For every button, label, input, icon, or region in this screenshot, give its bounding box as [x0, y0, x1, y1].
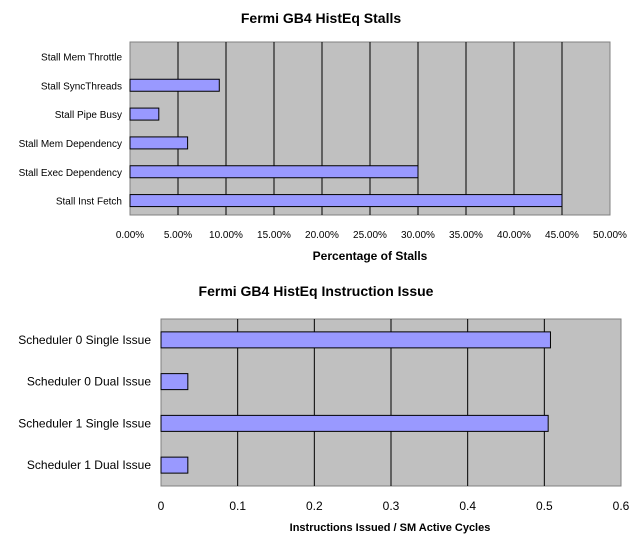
chart-stalls-bars — [129, 78, 563, 208]
category-label: Scheduler 1 Dual Issue — [27, 458, 151, 472]
chart-issue-title: Fermi GB4 HistEq Instruction Issue — [199, 283, 434, 299]
x-tick-label: 0.00% — [116, 230, 144, 241]
x-tick-label: 15.00% — [257, 230, 291, 241]
chart-stalls-category-labels: Stall Mem Throttle Stall SyncThreads Stall… — [19, 52, 123, 207]
chart-issue: Fermi GB4 HistEq Instruction Issue Sched… — [18, 283, 629, 534]
x-tick-label: 5.00% — [164, 230, 192, 241]
bar — [129, 165, 419, 179]
x-tick-label: 45.00% — [545, 230, 579, 241]
bar — [160, 373, 189, 391]
x-tick-label: 0.6 — [613, 499, 630, 513]
category-label: Stall Mem Dependency — [19, 139, 122, 150]
chart-issue-x-axis-title: Instructions Issued / SM Active Cycles — [290, 522, 491, 534]
category-label: Stall Exec Dependency — [19, 168, 122, 179]
chart-issue-bars — [160, 331, 551, 474]
category-label: Stall Inst Fetch — [56, 197, 122, 208]
x-tick-label: 0.5 — [536, 499, 553, 513]
x-tick-label: 40.00% — [497, 230, 531, 241]
bar — [129, 78, 220, 92]
chart-stalls: Fermi GB4 HistEq Stalls Stall Mem Thrott… — [19, 10, 627, 263]
bar — [129, 194, 563, 208]
category-label: Scheduler 0 Dual Issue — [27, 375, 151, 389]
chart-issue-category-labels: Scheduler 0 Single Issue Scheduler 0 Dual… — [18, 333, 151, 472]
category-label: Stall SyncThreads — [41, 81, 122, 92]
category-label: Scheduler 1 Single Issue — [18, 416, 151, 430]
x-tick-label: 10.00% — [209, 230, 243, 241]
x-tick-label: 0 — [158, 499, 165, 513]
chart-stalls-title: Fermi GB4 HistEq Stalls — [241, 10, 401, 26]
x-tick-label: 35.00% — [449, 230, 483, 241]
x-tick-label: 0.4 — [459, 499, 476, 513]
category-label: Scheduler 0 Single Issue — [18, 333, 151, 347]
x-tick-label: 50.00% — [593, 230, 627, 241]
bar — [129, 136, 189, 150]
bar — [129, 107, 160, 121]
chart-stalls-tick-labels: 0.00% 5.00% 10.00% 15.00% 20.00% 25.00% 30.00%… — [116, 230, 627, 241]
chart-issue-tick-labels: 0 0.1 0.2 0.3 0.4 0.5 0.6 — [158, 499, 630, 513]
bar — [160, 414, 549, 432]
x-tick-label: 20.00% — [305, 230, 339, 241]
chart-stalls-gridlines — [177, 42, 563, 215]
bar — [160, 456, 189, 474]
category-label: Stall Pipe Busy — [55, 110, 122, 121]
bar — [160, 331, 551, 349]
chart-stalls-x-axis-title: Percentage of Stalls — [313, 249, 428, 263]
x-tick-label: 0.2 — [306, 499, 323, 513]
category-label: Stall Mem Throttle — [41, 52, 122, 63]
x-tick-label: 0.1 — [229, 499, 246, 513]
x-tick-label: 0.3 — [383, 499, 400, 513]
x-tick-label: 30.00% — [401, 230, 435, 241]
x-tick-label: 25.00% — [353, 230, 387, 241]
